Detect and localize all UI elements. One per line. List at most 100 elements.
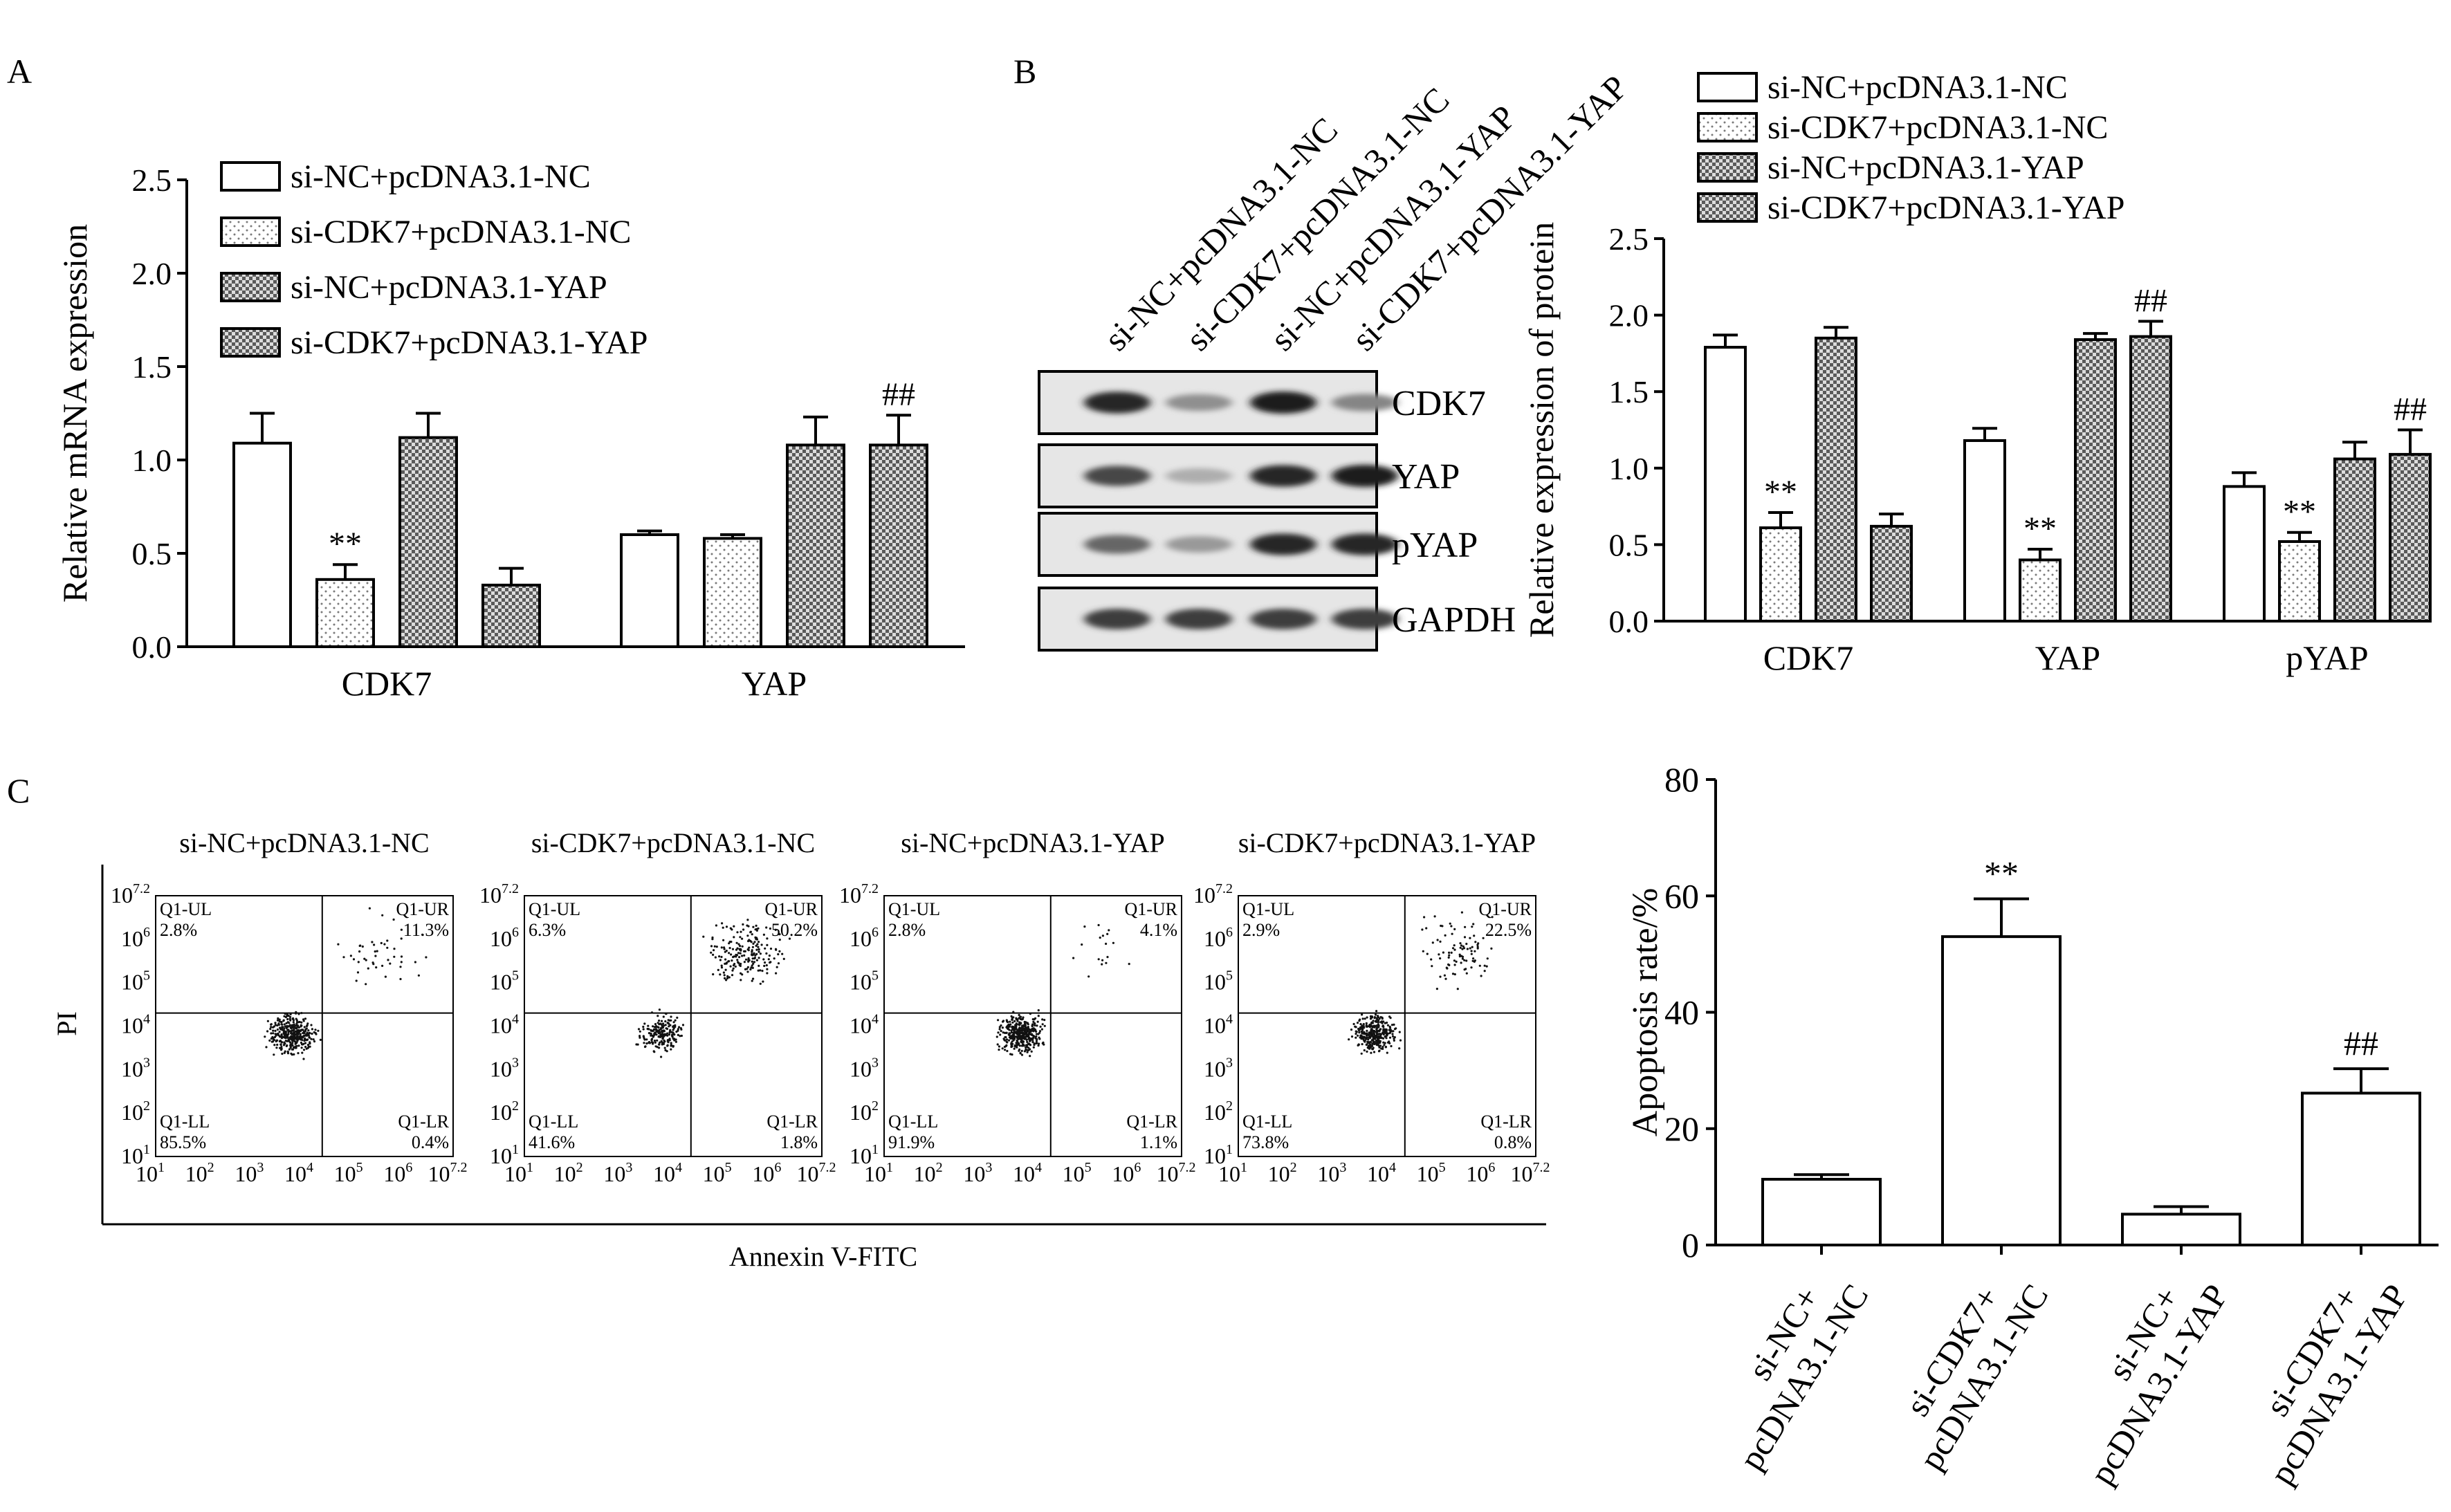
scatter-point [295,1017,297,1020]
scatter-point [751,957,754,960]
scatter-point [1361,1043,1364,1046]
scatter-point [775,972,778,975]
scatter-point [349,955,352,957]
scatter-point [671,1035,674,1038]
scatter-point [295,1033,297,1036]
scatter-point [1038,1036,1040,1039]
bar [620,533,679,648]
scatter-point [299,1037,302,1040]
scatter-point [1370,1051,1373,1054]
scatter-point [295,1031,298,1033]
scatter-point [1366,1032,1368,1035]
scatter-point [1374,1025,1377,1028]
scatter-point [274,1022,277,1024]
scatter-point [762,933,765,936]
scatter-point [1108,929,1110,932]
scatter-point [1005,1040,1008,1043]
scatter-point [1383,1044,1386,1047]
scatter-point [1008,1025,1011,1028]
scatter-point [743,954,746,957]
scatter-point [735,941,738,944]
scatter-point [1447,956,1450,959]
scatter-point [998,1026,1001,1029]
scatter-point [751,964,753,967]
scatter-point [777,953,780,956]
scatter-point [676,1016,679,1019]
y-tick-label: 20 [1664,1109,1699,1148]
scatter-point [1029,1055,1031,1058]
scatter-point [274,1033,277,1035]
scatter-point [713,949,715,952]
scatter-point [744,968,747,970]
blot-band [1332,465,1398,487]
x-tick-label: 107.2 [797,1160,836,1186]
scatter-point [728,941,731,943]
scatter-point [1363,1049,1366,1052]
scatter-point [715,946,718,948]
scatter-point [1005,1044,1008,1047]
scatter-point [673,1038,676,1040]
scatter-point [657,1032,660,1035]
x-tick-label: 101 [1218,1160,1247,1186]
scatter-point [1465,972,1468,975]
blot-band [1166,394,1232,412]
scatter-point [755,959,758,961]
scatter-point [1449,922,1451,925]
scatter-point [1378,1033,1381,1035]
scatter-point [672,1029,674,1031]
scatter-point [670,1044,672,1047]
scatter-point [383,943,386,946]
scatter-point [285,1025,288,1028]
scatter-point [1465,968,1467,970]
x-tick-label: 102 [185,1160,214,1186]
scatter-point [292,1029,295,1032]
quadrant-label: Q1-UL [160,899,212,919]
scatter-point [1023,1022,1027,1025]
scatter-point [309,1041,311,1044]
legend-swatch [1697,72,1758,102]
scatter-point [1368,1032,1371,1035]
scatter-point [1041,1018,1044,1021]
scatter-point [672,1045,674,1048]
scatter-point [297,1013,300,1015]
quadrant-label: Q1-LL [1242,1112,1292,1132]
scatter-point [741,945,744,948]
scatter-point [1355,1033,1357,1035]
scatter-point [400,955,403,958]
scatter-point [277,1022,280,1025]
scatter-point [311,1032,313,1035]
scatter-point [304,1037,306,1040]
scatter-point [1462,947,1466,950]
quadrant-label: Q1-UR [764,899,818,919]
scatter-point [1018,1024,1021,1026]
scatter-point [681,1024,685,1026]
scatter-point [295,1044,298,1047]
scatter-point [1398,1047,1401,1050]
scatter-point [654,1041,657,1044]
scatter-point [278,1031,281,1033]
scatter-point [1031,1018,1034,1021]
scatter-point [1465,943,1468,946]
scatter-point [1023,1050,1027,1053]
scatter-point [286,1017,289,1021]
scatter-point [766,943,769,946]
scatter-point [733,936,735,939]
scatter-point [314,1029,317,1031]
significance-mark: ** [2023,510,2057,547]
scatter-point [302,1020,305,1022]
scatter-point [1015,1031,1018,1033]
scatter-point [1017,1035,1020,1038]
scatter-point [1453,944,1456,947]
scatter-point [292,1021,295,1024]
scatter-point [1029,1013,1031,1015]
scatter-point [661,1020,663,1022]
scatter-point [1391,1035,1395,1038]
scatter-point [299,1033,302,1035]
scatter-point [663,1047,666,1049]
scatter-point [1388,1040,1390,1043]
scatter-point [1373,1038,1377,1040]
scatter-point [1019,1051,1022,1054]
bar [1870,524,1913,623]
scatter-point [1013,1035,1016,1038]
scatter-point [1361,1032,1364,1035]
